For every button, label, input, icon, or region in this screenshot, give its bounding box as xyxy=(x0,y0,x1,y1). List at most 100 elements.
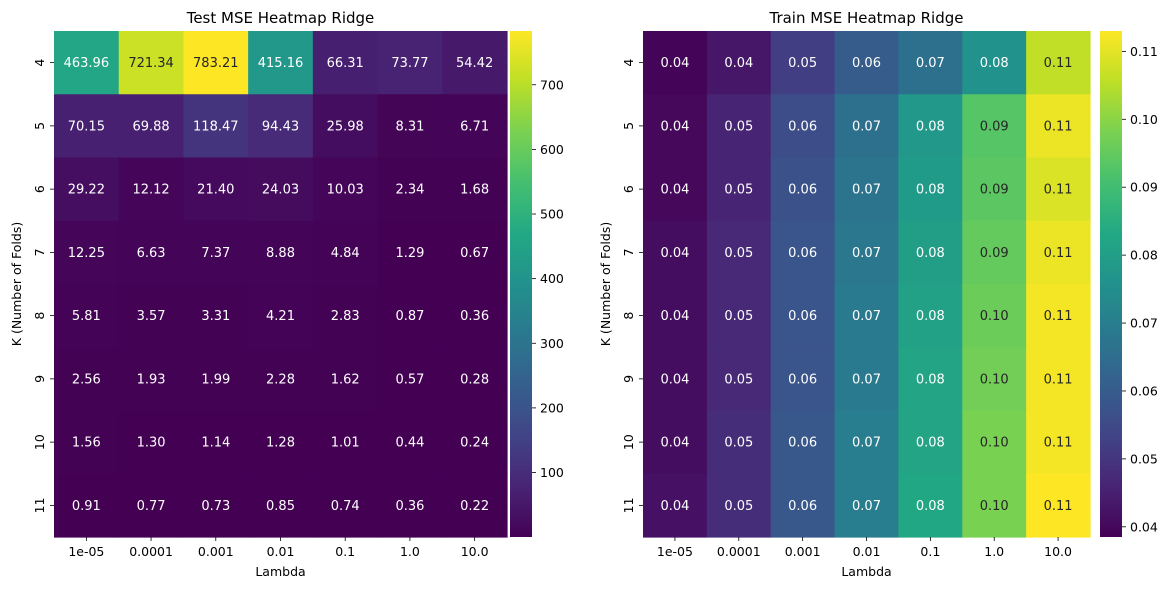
y-tick-label: 9 xyxy=(621,375,636,383)
cell-value-label: 0.08 xyxy=(980,56,1009,71)
heatmap-cell xyxy=(377,284,443,348)
heatmap-cell xyxy=(118,284,185,348)
heatmap-cell xyxy=(312,473,379,538)
x-tick-label: 1.0 xyxy=(400,544,420,559)
y-tick-label: 11 xyxy=(621,497,636,513)
y-tick-label: 4 xyxy=(621,59,636,67)
heatmap-cell xyxy=(770,473,836,538)
heatmap-cell xyxy=(706,157,772,222)
heatmap-cell xyxy=(183,220,249,285)
heatmap-cell xyxy=(1026,220,1091,285)
heatmap-cell xyxy=(183,284,249,348)
cell-value-label: 0.07 xyxy=(852,499,881,514)
cell-value-label: 0.08 xyxy=(916,119,945,134)
heatmap-cell xyxy=(834,220,900,285)
cell-value-label: 24.03 xyxy=(262,183,299,198)
cell-value-label: 0.06 xyxy=(788,436,817,451)
y-axis-label: K (Number of Folds) xyxy=(9,222,24,346)
heatmap-cell xyxy=(442,220,508,285)
cell-value-label: 0.04 xyxy=(660,119,689,134)
y-tick-label: 10 xyxy=(32,434,47,450)
cell-value-label: 12.25 xyxy=(68,246,105,261)
colorbar-tick-label: 400 xyxy=(540,271,564,286)
colorbar-tick-label: 600 xyxy=(540,142,564,157)
cell-value-label: 0.07 xyxy=(916,56,945,71)
cell-value-label: 0.04 xyxy=(660,246,689,261)
cell-value-label: 0.73 xyxy=(201,499,230,514)
cell-value-label: 5.81 xyxy=(72,309,101,324)
y-axis-label: K (Number of Folds) xyxy=(598,222,613,346)
heatmap-cell xyxy=(54,410,120,475)
cell-value-label: 0.10 xyxy=(980,499,1009,514)
colorbar-tick-label: 0.09 xyxy=(1130,180,1158,195)
cell-value-label: 1.99 xyxy=(201,372,230,387)
cell-value-label: 0.06 xyxy=(788,499,817,514)
cell-value-label: 0.36 xyxy=(460,309,489,324)
colorbar-tick-label: 0.06 xyxy=(1130,383,1158,398)
heatmap-cell xyxy=(834,157,900,222)
heatmap-cell xyxy=(118,347,185,412)
x-tick-label: 0.01 xyxy=(267,544,295,559)
cell-value-label: 8.31 xyxy=(395,119,424,134)
colorbar-tick-label: 100 xyxy=(540,465,564,480)
heatmap-cell xyxy=(834,410,900,475)
cell-value-label: 7.37 xyxy=(201,246,230,261)
cell-value-label: 0.11 xyxy=(1044,246,1073,261)
heatmap-cell xyxy=(442,284,508,348)
cell-value-label: 0.85 xyxy=(266,499,295,514)
heatmap-cell xyxy=(898,157,963,222)
cell-value-label: 0.09 xyxy=(980,183,1009,198)
cell-value-label: 0.08 xyxy=(916,183,945,198)
x-tick-label: 1e-05 xyxy=(657,544,693,559)
cell-value-label: 10.03 xyxy=(327,183,364,198)
heatmap-cell xyxy=(898,347,963,412)
cell-value-label: 12.12 xyxy=(132,183,169,198)
cell-value-label: 1.29 xyxy=(395,246,424,261)
cell-value-label: 73.77 xyxy=(391,56,428,71)
colorbar-tick-label: 0.04 xyxy=(1130,519,1158,534)
cell-value-label: 0.09 xyxy=(980,119,1009,134)
heatmap-cell xyxy=(898,31,963,95)
cell-value-label: 0.67 xyxy=(460,246,489,261)
colorbar-tick-label: 0.08 xyxy=(1130,248,1158,263)
cell-value-label: 29.22 xyxy=(68,183,105,198)
heatmap-cell xyxy=(183,94,249,159)
cell-value-label: 1.68 xyxy=(460,183,489,198)
cell-value-label: 0.08 xyxy=(916,372,945,387)
cell-value-label: 0.06 xyxy=(852,56,881,71)
heatmap-cell xyxy=(770,31,836,95)
colorbar-tick-label: 0.05 xyxy=(1130,451,1158,466)
colorbar-tick-label: 0.10 xyxy=(1130,112,1158,127)
heatmap-cell xyxy=(248,410,314,475)
heatmap-cell xyxy=(706,284,772,348)
cell-value-label: 0.36 xyxy=(395,499,424,514)
cell-value-label: 0.08 xyxy=(916,246,945,261)
heatmap-cell xyxy=(442,410,508,475)
heatmap-cell xyxy=(643,284,708,348)
cell-value-label: 0.05 xyxy=(724,436,753,451)
heatmap-panel-1: 463.96 721.34 783.21 415.16 66.31 73.77 54.42 7… xyxy=(9,9,564,579)
heatmap-cell xyxy=(377,94,443,159)
x-tick-label: 1e-05 xyxy=(68,544,104,559)
y-tick-label: 5 xyxy=(32,122,47,130)
cell-value-label: 0.05 xyxy=(724,372,753,387)
cell-value-label: 0.05 xyxy=(724,246,753,261)
heatmap-cell xyxy=(118,31,185,95)
cell-value-label: 2.83 xyxy=(331,309,360,324)
cell-value-label: 0.10 xyxy=(980,372,1009,387)
colorbar-tick-label: 300 xyxy=(540,336,564,351)
heatmap-cell xyxy=(118,410,185,475)
cell-value-label: 0.07 xyxy=(852,309,881,324)
cell-value-label: 6.71 xyxy=(460,119,489,134)
x-tick-label: 1.0 xyxy=(984,544,1004,559)
cell-value-label: 0.44 xyxy=(395,436,424,451)
cell-value-label: 0.07 xyxy=(852,372,881,387)
heatmap-cell xyxy=(312,94,379,159)
x-tick-label: 0.0001 xyxy=(129,544,173,559)
heatmap-cell xyxy=(706,31,772,95)
heatmap-cell xyxy=(643,347,708,412)
heatmap-cell xyxy=(54,94,120,159)
heatmap-cell xyxy=(442,473,508,538)
cell-value-label: 0.10 xyxy=(980,436,1009,451)
colorbar-tick-label: 700 xyxy=(540,77,564,92)
